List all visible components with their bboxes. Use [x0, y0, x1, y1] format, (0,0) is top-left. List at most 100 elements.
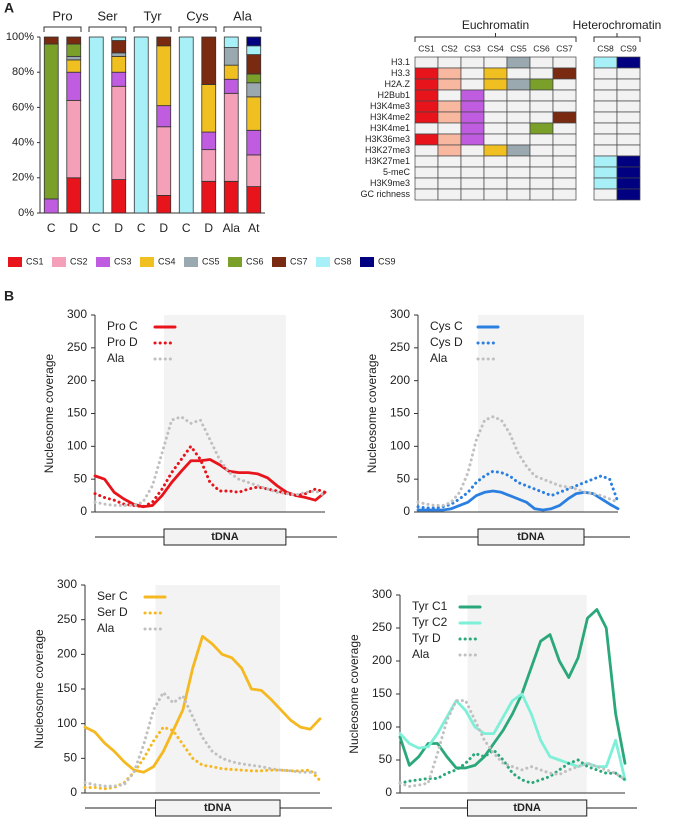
heatmap-cell	[483, 100, 508, 113]
legend-label: Tyr C1	[412, 599, 448, 613]
bar-segment	[201, 131, 217, 151]
bar-segment	[223, 78, 239, 94]
heatmap-cell	[593, 144, 618, 157]
tdna-shade	[164, 315, 286, 512]
row-label: 5-meC	[383, 167, 411, 177]
heatmap-cell	[460, 144, 485, 157]
line-series	[398, 692, 627, 782]
heatmap-cell	[593, 56, 618, 69]
heatmap-cell	[506, 155, 531, 168]
legend-swatch	[96, 257, 110, 267]
heatmap-cell	[552, 111, 577, 124]
y-axis-label: Nucleosome coverage	[347, 634, 361, 754]
bar-segment	[111, 71, 127, 87]
heatmap-cell	[529, 67, 554, 80]
y-tick-label: 100	[57, 716, 77, 730]
heatmap-cell	[414, 122, 439, 135]
heatmap-cell	[460, 188, 485, 201]
heatmap-cell	[437, 177, 462, 190]
heatmap-cell	[414, 67, 439, 80]
heatmap-cell	[593, 133, 618, 146]
row-label: H2Bub1	[377, 90, 410, 100]
group-bracket	[414, 36, 577, 42]
line-series	[398, 699, 627, 788]
heatmap-cell	[437, 155, 462, 168]
heatmap-cell	[460, 100, 485, 113]
heatmap-cell	[616, 166, 641, 179]
heatmap-cell	[529, 78, 554, 91]
y-tick-label: 0%	[18, 207, 34, 219]
legend-label: Ser D	[97, 605, 128, 619]
bar-segment	[66, 59, 82, 73]
bar-segment	[66, 177, 82, 214]
heatmap-cell	[616, 144, 641, 157]
column-label: CS2	[441, 43, 458, 53]
heatmap-cell	[616, 89, 641, 102]
bar-segment	[66, 99, 82, 179]
y-tick-label: 250	[390, 340, 410, 354]
y-tick-label: 250	[372, 620, 392, 634]
heatmap-cell	[529, 155, 554, 168]
heatmap-cell	[552, 166, 577, 179]
x-tick-label: C	[137, 221, 146, 235]
heatmap-cell	[437, 133, 462, 146]
group-bracket	[223, 26, 262, 32]
heatmap-cell	[414, 100, 439, 113]
bar-segment	[201, 180, 217, 214]
legend-swatch	[360, 257, 374, 267]
heatmap-cell	[593, 122, 618, 135]
bar-segment	[246, 73, 262, 84]
heatmap-cell	[552, 122, 577, 135]
row-label: H3K27me1	[365, 156, 410, 166]
x-tick-label: C	[47, 221, 56, 235]
heatmap-cell	[506, 100, 531, 113]
legend-swatch	[272, 257, 286, 267]
y-tick-label: 0	[403, 504, 410, 518]
heatmap-cell	[593, 67, 618, 80]
heatmap-cell	[483, 67, 508, 80]
y-tick-label: 200	[57, 647, 77, 661]
line-series	[83, 634, 322, 774]
tdna-box	[467, 799, 588, 817]
heatmap-cell	[552, 78, 577, 91]
heatmap-cell	[460, 177, 485, 190]
heatmap-cell	[616, 100, 641, 113]
heatmap-cell	[593, 100, 618, 113]
heatmap-cell	[506, 122, 531, 135]
heatmap-cell	[437, 89, 462, 102]
bar-segment	[223, 92, 239, 182]
heatmap-cell	[616, 133, 641, 146]
bar-segment	[88, 36, 104, 214]
heatmap-cell	[414, 78, 439, 91]
bar-segment	[66, 71, 82, 101]
bar-segment	[66, 43, 82, 57]
heatmap-cell	[552, 56, 577, 69]
y-tick-label: 150	[390, 406, 410, 420]
row-label: H2A.Z	[384, 79, 410, 89]
legend-label: Ala	[107, 351, 125, 365]
legend-label: CS6	[246, 256, 264, 266]
heatmap-cell	[529, 177, 554, 190]
heatmap-cell	[529, 166, 554, 179]
bar-segment	[111, 55, 127, 73]
y-tick-label: 0	[70, 785, 77, 799]
line-series	[398, 748, 627, 785]
x-tick-label: D	[69, 221, 78, 235]
column-label: CS8	[597, 43, 614, 53]
heatmap-cell	[437, 78, 462, 91]
heatmap-cell	[460, 89, 485, 102]
line-series	[416, 415, 620, 507]
heatmap-cell	[616, 122, 641, 135]
x-tick-label: At	[248, 221, 260, 235]
bar-segment	[111, 40, 127, 54]
heatmap-cell	[437, 188, 462, 201]
y-tick-label: 150	[57, 681, 77, 695]
tdna-box	[477, 528, 585, 546]
heatmap-cell	[506, 188, 531, 201]
heatmap-cell	[552, 144, 577, 157]
heatmap-cell	[437, 166, 462, 179]
legend-label: CS1	[26, 256, 44, 266]
heatmap-cell	[593, 177, 618, 190]
